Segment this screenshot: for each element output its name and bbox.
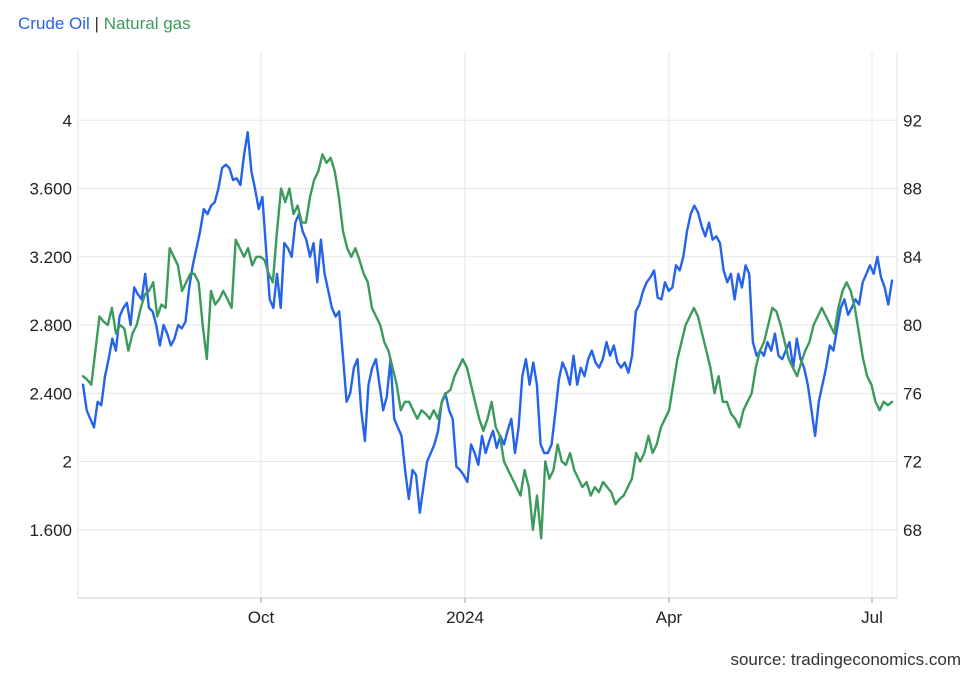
series-line-natural-gas: [81, 153, 894, 540]
y-right-tick-label: 84: [903, 248, 922, 267]
x-tick-label: 2024: [446, 608, 484, 627]
y-right-tick-label: 92: [903, 111, 922, 130]
y-left-tick-label: 2: [63, 453, 72, 472]
y-right-tick-label: 72: [903, 453, 922, 472]
x-tick-label: Oct: [248, 608, 275, 627]
legend-natural-gas[interactable]: Natural gas: [103, 14, 191, 33]
legend-separator: |: [94, 14, 99, 33]
y-left-tick-label: 4: [63, 111, 72, 130]
y-left-tick-label: 2.400: [29, 384, 72, 403]
x-tick-label: Apr: [656, 608, 683, 627]
legend-crude-oil[interactable]: Crude Oil: [18, 14, 90, 33]
y-right-tick-label: 76: [903, 384, 922, 403]
chart-legend: Crude Oil | Natural gas: [18, 14, 191, 34]
series-line-crude-oil: [81, 130, 894, 514]
y-left-tick-label: 2.800: [29, 316, 72, 335]
y-left-tick-label: 3.600: [29, 180, 72, 199]
source-attribution: source: tradingeconomics.com: [730, 650, 961, 669]
y-right-tick-label: 68: [903, 521, 922, 540]
y-right-tick-label: 88: [903, 180, 922, 199]
x-tick-label: Jul: [861, 608, 883, 627]
y-left-tick-label: 1.600: [29, 521, 72, 540]
y-left-tick-label: 3.200: [29, 248, 72, 267]
y-right-tick-label: 80: [903, 316, 922, 335]
